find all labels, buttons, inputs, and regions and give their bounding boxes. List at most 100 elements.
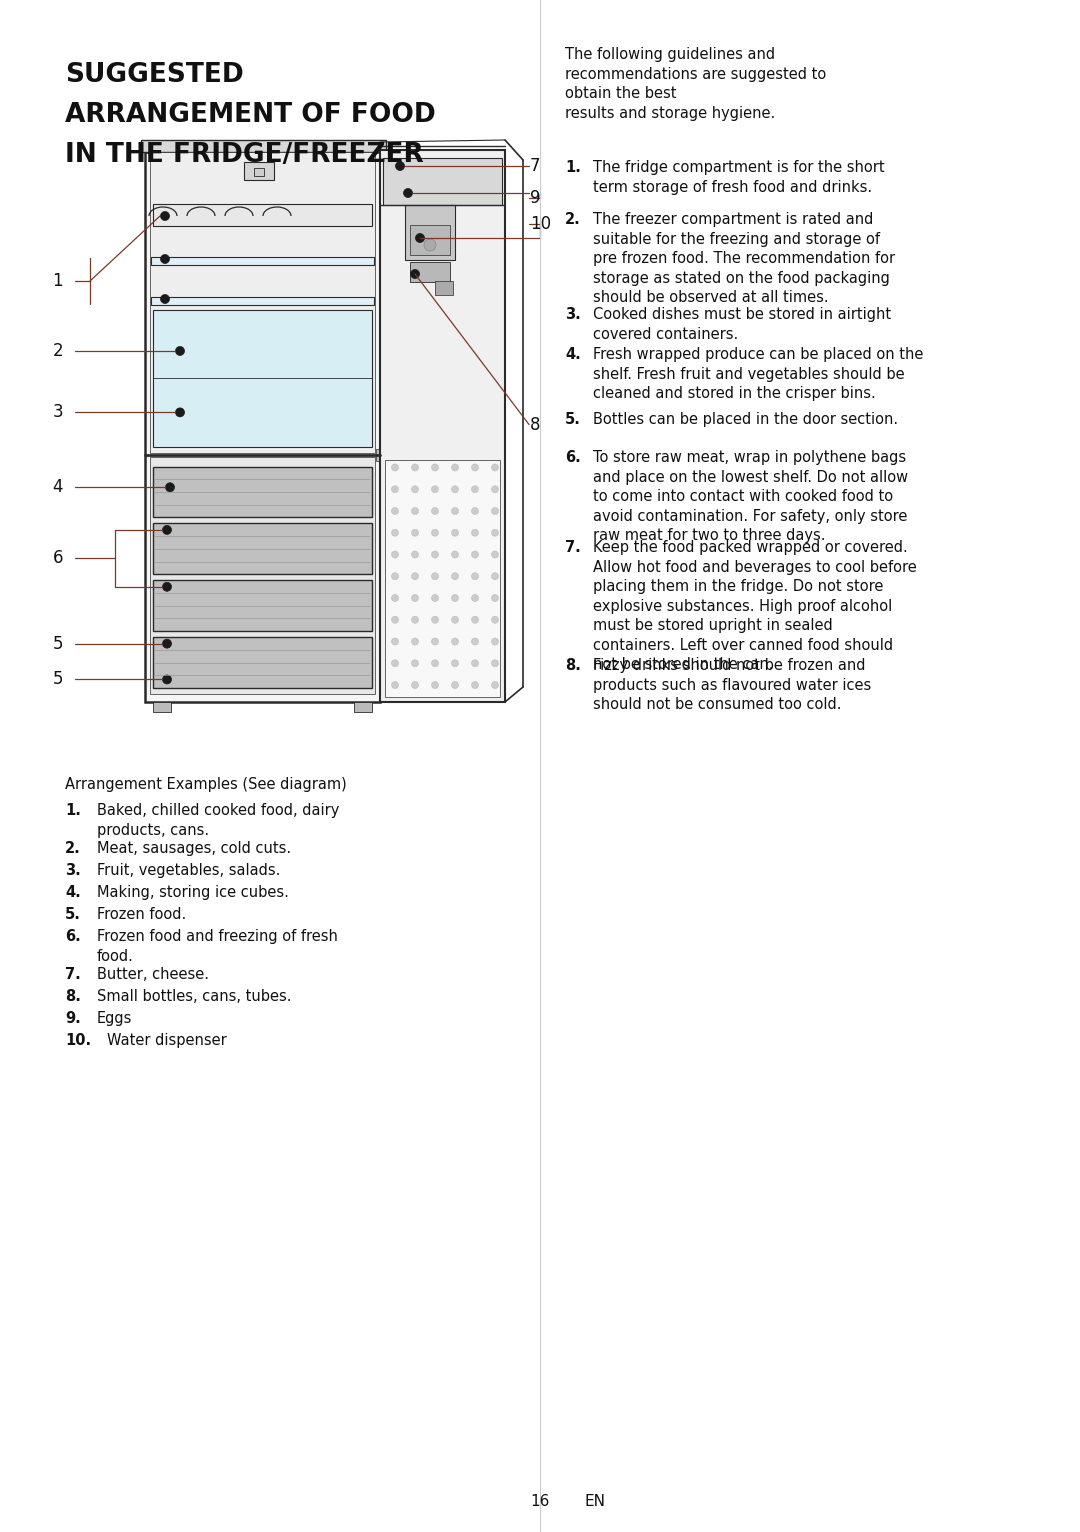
Bar — [435, 280, 453, 296]
Circle shape — [432, 616, 438, 624]
Bar — [150, 152, 375, 452]
Circle shape — [391, 464, 399, 470]
Circle shape — [424, 239, 436, 251]
Text: The freezer compartment is rated and: The freezer compartment is rated and — [593, 211, 874, 227]
Circle shape — [161, 211, 170, 221]
Text: raw meat for two to three days.: raw meat for two to three days. — [593, 529, 825, 542]
Text: covered containers.: covered containers. — [593, 326, 739, 342]
Bar — [410, 262, 450, 282]
Text: The following guidelines and: The following guidelines and — [565, 47, 775, 61]
Text: 6: 6 — [53, 550, 63, 567]
Text: suitable for the freezing and storage of: suitable for the freezing and storage of — [593, 231, 880, 247]
Text: Frozen food and freezing of fresh: Frozen food and freezing of fresh — [97, 928, 338, 944]
Bar — [145, 152, 380, 702]
Text: Allow hot food and beverages to cool before: Allow hot food and beverages to cool bef… — [593, 559, 917, 574]
Text: Water dispenser: Water dispenser — [107, 1033, 227, 1048]
Circle shape — [451, 552, 459, 558]
Text: 10: 10 — [530, 214, 551, 233]
Bar — [153, 204, 372, 227]
Text: obtain the best: obtain the best — [565, 86, 676, 101]
Circle shape — [432, 552, 438, 558]
Bar — [153, 467, 372, 518]
Text: Fizzy drinks should not be frozen and: Fizzy drinks should not be frozen and — [593, 659, 865, 673]
Text: 10.: 10. — [65, 1033, 91, 1048]
Text: not be stored in the can.: not be stored in the can. — [593, 657, 773, 673]
Circle shape — [432, 486, 438, 493]
Text: 8.: 8. — [565, 659, 581, 673]
Bar — [383, 158, 502, 205]
Circle shape — [451, 507, 459, 515]
Text: Fresh wrapped produce can be placed on the: Fresh wrapped produce can be placed on t… — [593, 348, 923, 362]
Text: Bottles can be placed in the door section.: Bottles can be placed in the door sectio… — [593, 412, 899, 427]
Bar — [151, 257, 374, 265]
Text: 5: 5 — [53, 671, 63, 688]
Circle shape — [416, 233, 424, 242]
Circle shape — [472, 507, 478, 515]
Text: Cooked dishes must be stored in airtight: Cooked dishes must be stored in airtight — [593, 306, 891, 322]
Circle shape — [411, 573, 419, 579]
Bar — [384, 460, 500, 697]
Circle shape — [411, 594, 419, 602]
Circle shape — [491, 660, 499, 666]
Text: Butter, cheese.: Butter, cheese. — [97, 967, 210, 982]
Text: 1.: 1. — [65, 803, 81, 818]
Text: shelf. Fresh fruit and vegetables should be: shelf. Fresh fruit and vegetables should… — [593, 366, 905, 381]
Text: 7: 7 — [530, 156, 540, 175]
Text: 3.: 3. — [65, 863, 81, 878]
Bar — [153, 581, 372, 631]
Circle shape — [491, 616, 499, 624]
Bar — [410, 225, 450, 254]
Circle shape — [451, 529, 459, 536]
Circle shape — [432, 529, 438, 536]
Text: IN THE FRIDGE/FREEZER: IN THE FRIDGE/FREEZER — [65, 142, 423, 169]
Circle shape — [472, 682, 478, 688]
Bar — [153, 637, 372, 688]
Circle shape — [491, 464, 499, 470]
Text: 5.: 5. — [565, 412, 581, 427]
Text: containers. Left over canned food should: containers. Left over canned food should — [593, 637, 893, 653]
Circle shape — [472, 529, 478, 536]
Text: 4: 4 — [53, 478, 63, 496]
Circle shape — [162, 525, 172, 535]
Bar — [153, 702, 171, 712]
Circle shape — [165, 483, 175, 492]
Circle shape — [411, 486, 419, 493]
Circle shape — [451, 594, 459, 602]
Circle shape — [404, 188, 413, 198]
Circle shape — [391, 682, 399, 688]
Circle shape — [491, 637, 499, 645]
Circle shape — [491, 682, 499, 688]
Bar — [354, 702, 372, 712]
Bar — [153, 524, 372, 574]
Text: storage as stated on the food packaging: storage as stated on the food packaging — [593, 271, 890, 285]
Circle shape — [491, 573, 499, 579]
Text: pre frozen food. The recommendation for: pre frozen food. The recommendation for — [593, 251, 895, 267]
Text: Baked, chilled cooked food, dairy: Baked, chilled cooked food, dairy — [97, 803, 339, 818]
Circle shape — [391, 594, 399, 602]
Circle shape — [391, 529, 399, 536]
Text: 6.: 6. — [65, 928, 81, 944]
Text: 8.: 8. — [65, 990, 81, 1003]
Circle shape — [472, 616, 478, 624]
Circle shape — [391, 637, 399, 645]
Text: 3: 3 — [52, 403, 63, 421]
Bar — [141, 139, 386, 152]
Text: 7.: 7. — [565, 539, 581, 555]
Text: to come into contact with cooked food to: to come into contact with cooked food to — [593, 489, 893, 504]
Text: 9.: 9. — [65, 1011, 81, 1026]
Text: should not be consumed too cold.: should not be consumed too cold. — [593, 697, 841, 712]
Text: 8: 8 — [530, 415, 540, 434]
Text: 4.: 4. — [565, 348, 581, 362]
Bar — [376, 449, 384, 461]
Text: placing them in the fridge. Do not store: placing them in the fridge. Do not store — [593, 579, 883, 594]
Circle shape — [432, 594, 438, 602]
Bar — [150, 457, 375, 694]
Text: food.: food. — [97, 948, 134, 964]
Circle shape — [411, 464, 419, 470]
Text: Making, storing ice cubes.: Making, storing ice cubes. — [97, 885, 288, 899]
Text: 9: 9 — [530, 188, 540, 207]
Text: 7.: 7. — [65, 967, 81, 982]
Circle shape — [451, 637, 459, 645]
Text: products, cans.: products, cans. — [97, 823, 210, 838]
Text: Fruit, vegetables, salads.: Fruit, vegetables, salads. — [97, 863, 281, 878]
